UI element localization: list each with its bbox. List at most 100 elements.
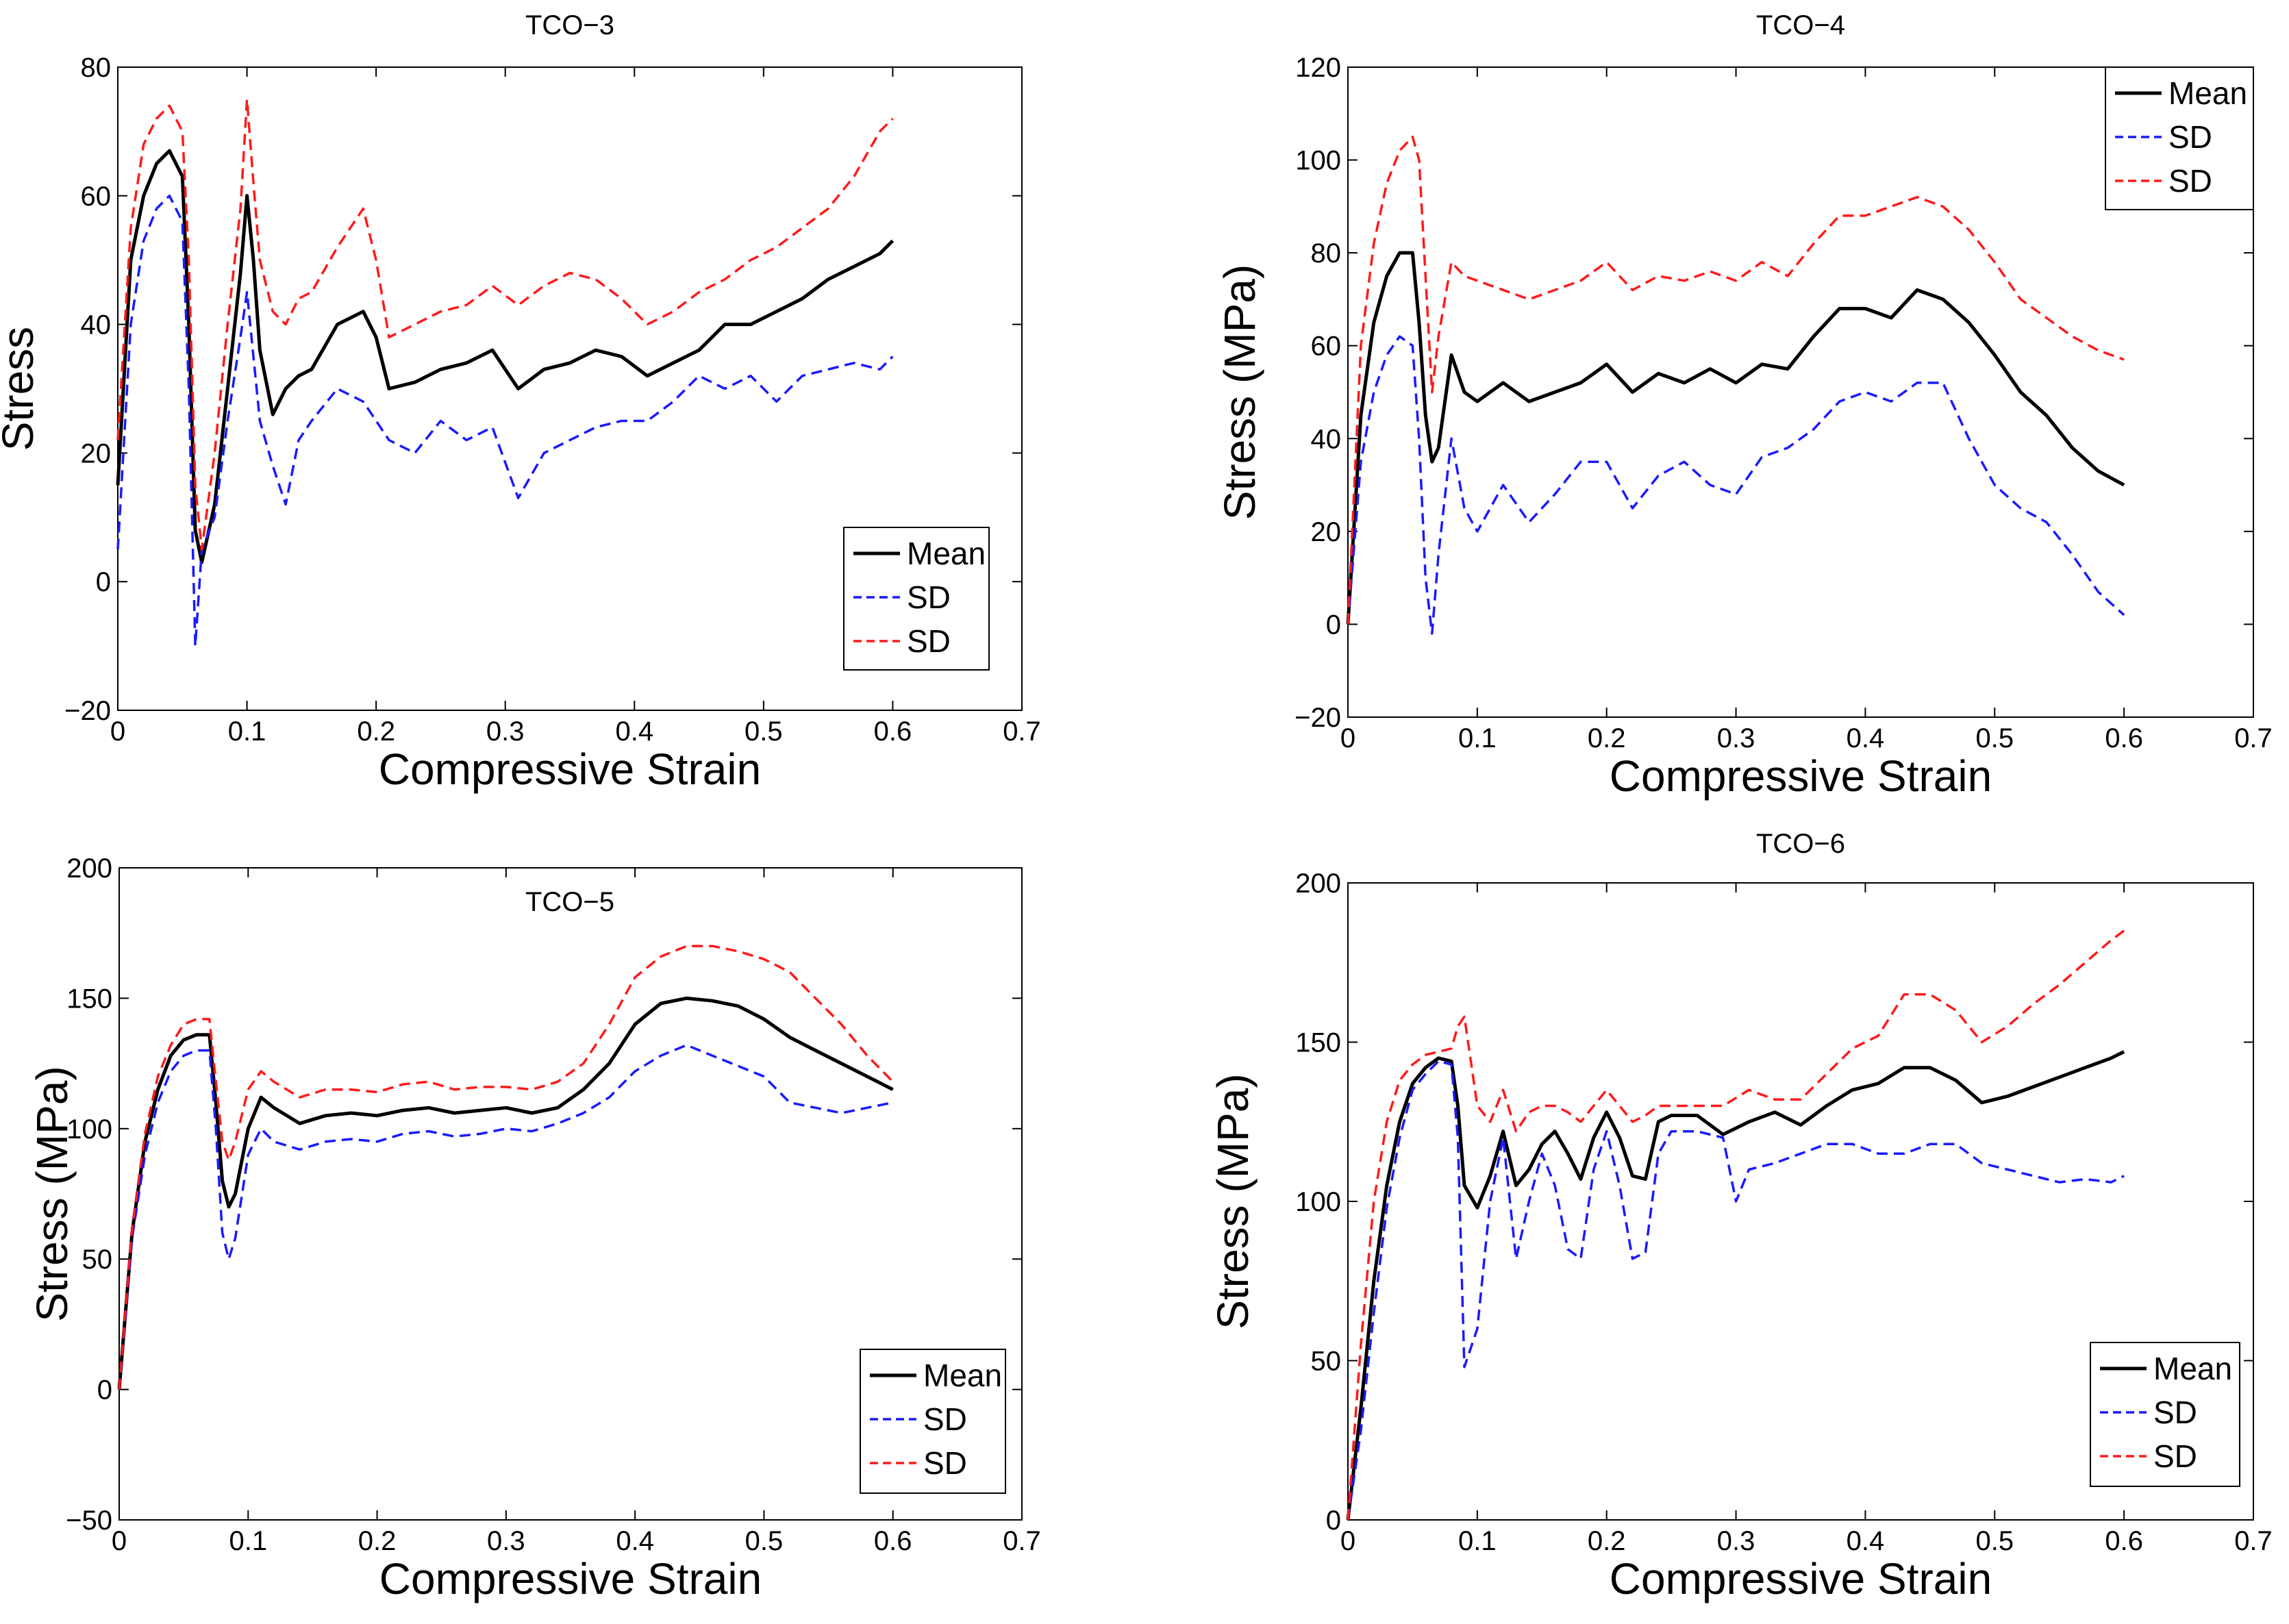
x-tick-label: 0.2 [358,1526,397,1556]
x-tick-label: 0.5 [745,1526,784,1556]
legend-label: SD [923,1445,967,1481]
x-tick-label: 0.7 [1003,716,1041,747]
y-tick-label: 120 [1295,53,1341,83]
y-axis-label: Stress [0,327,42,451]
x-tick-label: 0.4 [616,1526,654,1556]
y-tick-label: −20 [64,696,111,726]
y-tick-label: 200 [1295,869,1341,899]
legend-box [2105,66,2254,210]
legend-label: SD [2168,163,2212,199]
plot-area [1347,66,2254,718]
x-tick-label: 0.2 [357,716,395,747]
legend: Mean SD SD [843,527,990,671]
x-axis-label: Compressive Strain [379,745,761,794]
x-tick-label: 0.1 [1458,1526,1497,1556]
x-tick-label: 0.1 [1458,723,1497,753]
legend-label: SD [907,623,951,659]
chart-panel-4: 0 0.1 0.2 0.3 0.4 0.5 0.6 0.7 0 50 100 150 200 TCO−6 C… [1208,829,2273,1603]
x-tick-label: 0 [1340,723,1355,753]
y-tick-label: 100 [1295,146,1341,176]
y-tick-label: 50 [82,1245,113,1275]
legend: Mean SD SD [2105,66,2254,210]
y-tick-label: 0 [96,567,111,597]
x-tick-label: 0.5 [745,716,783,747]
y-tick-label: 0 [97,1375,112,1406]
y-tick-label: 60 [1311,332,1342,362]
x-tick-label: 0.2 [1588,723,1626,753]
y-tick-label: 60 [81,182,112,212]
x-tick-label: 0 [1340,1526,1355,1556]
x-tick-label: 0.1 [229,1526,267,1556]
legend-label: SD [2168,119,2212,155]
x-tick-label: 0.6 [2105,723,2143,753]
series-line-sd [1347,1060,2125,1521]
y-tick-label: 0 [1326,610,1341,640]
x-tick-label: 0.5 [1975,1526,2014,1556]
x-tick-label: 0.3 [1717,723,1755,753]
y-tick-label: 100 [66,1114,112,1145]
series-line-sd [116,195,894,647]
legend-box [2090,1342,2240,1487]
x-tick-label: 0.7 [2234,1526,2273,1556]
x-axis-label: Compressive Strain [1610,751,1992,801]
legend-label: SD [923,1401,967,1437]
y-tick-label: 200 [66,853,112,884]
legend-box [860,1349,1006,1494]
y-tick-label: 150 [66,984,112,1014]
x-tick-label: 0.7 [2234,723,2273,753]
legend-label: Mean [907,536,986,571]
legend: Mean SD SD [2090,1342,2240,1487]
series-line-sd-2 [118,945,894,1390]
series-line-sd-2 [1347,929,2125,1521]
x-tick-label: 0.7 [1003,1526,1041,1556]
y-tick-label: 40 [1311,424,1342,454]
y-axis-label: Stress (MPa) [27,1066,77,1321]
series-line-sd [118,1044,894,1390]
x-tick-label: 0.6 [874,716,912,747]
legend-label: Mean [2168,75,2247,111]
chart-title: TCO−3 [525,10,614,40]
y-tick-label: 20 [81,438,112,469]
y-tick-label: 80 [81,53,112,83]
x-tick-label: 0.4 [1847,723,1885,753]
series-line-sd [1347,335,2125,635]
y-tick-label: 20 [1311,517,1342,547]
series-line-sd-2 [1347,135,2125,625]
legend: Mean SD SD [860,1349,1006,1494]
y-tick-label: 80 [1311,238,1342,268]
y-tick-label: 150 [1295,1028,1341,1058]
series-line-mean [1346,1050,2125,1521]
series-line-mean [1346,251,2125,625]
x-tick-label: 0.4 [615,716,653,747]
x-tick-label: 0.6 [874,1526,912,1556]
chart-title: TCO−6 [1756,829,1845,859]
x-tick-label: 0.3 [1717,1526,1755,1556]
x-tick-label: 0.4 [1847,1526,1885,1556]
legend-label: SD [2153,1395,2197,1430]
legend-label: Mean [923,1358,1002,1393]
x-tick-label: 0.5 [1975,723,2014,753]
x-axis-label: Compressive Strain [1610,1554,1992,1603]
x-tick-label: 0.3 [487,1526,525,1556]
legend-label: SD [2153,1438,2197,1474]
y-tick-label: −50 [66,1506,112,1536]
chart-panel-1: 0 0.1 0.2 0.3 0.4 0.5 0.6 0.7−20020406080TCO−3C… [0,10,1041,794]
x-tick-label: 0 [112,1526,127,1556]
series-line-mean [117,996,894,1390]
x-tick-label: 0.2 [1588,1526,1626,1556]
x-tick-label: 0.3 [486,716,525,747]
legend-box [843,527,990,671]
y-tick-label: −20 [1294,703,1341,733]
x-tick-label: 0 [110,716,125,747]
series-line-mean [116,149,895,564]
x-tick-label: 0.6 [2105,1526,2143,1556]
chart-title: TCO−4 [1756,10,1845,40]
y-axis-label: Stress (MPa) [1215,264,1264,520]
y-axis-label: Stress (MPa) [1208,1073,1258,1329]
x-axis-label: Compressive Strain [379,1554,762,1603]
y-tick-label: 50 [1311,1347,1342,1377]
chart-panel-3: 0 0.1 0.2 0.3 0.4 0.5 0.6 0.7−50050100150200TCO… [27,853,1041,1603]
chart-title: TCO−5 [525,887,614,917]
y-tick-label: 100 [1295,1187,1341,1217]
chart-panel-2: 0 0.1 0.2 0.3 0.4 0.5 0.6 0.7−20020406080100120… [1215,10,2273,801]
